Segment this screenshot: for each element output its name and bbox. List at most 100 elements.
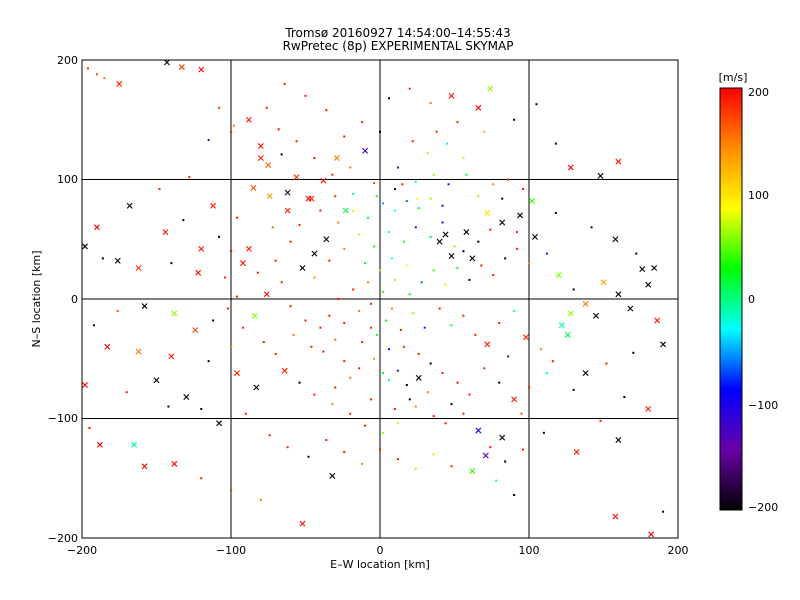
x-tick-label: 0 (377, 544, 384, 557)
data-point-dot (605, 362, 608, 365)
data-point-dot (462, 412, 465, 415)
data-point-dot (343, 321, 346, 324)
data-point-dot (507, 355, 510, 358)
data-point-dot (489, 228, 492, 231)
data-point-cross (163, 59, 170, 66)
data-point-dot (200, 407, 203, 410)
data-point-cross (448, 92, 455, 99)
data-point-cross (265, 162, 272, 169)
colorbar-tick-label: −200 (748, 501, 778, 514)
grid-lines (82, 60, 678, 538)
data-point-dot (103, 76, 106, 79)
data-point-cross (141, 303, 148, 310)
data-point-cross (469, 255, 476, 262)
data-point-dot (298, 223, 301, 226)
data-point-dot (504, 257, 507, 260)
data-point-dot (599, 419, 602, 422)
colorbar: [m/s] 200 100 0 −100 −200 (719, 71, 779, 514)
data-point-cross (104, 343, 111, 350)
data-point-dot (218, 106, 221, 109)
data-point-dot (224, 276, 227, 279)
data-point-dot (259, 498, 262, 501)
data-point-dot (504, 460, 507, 463)
data-point-dot (370, 398, 373, 401)
data-point-cross (216, 420, 223, 427)
data-point-cross (299, 520, 306, 527)
data-point-dot (387, 97, 390, 100)
data-point-cross (245, 245, 252, 252)
data-point-dot (235, 295, 238, 298)
data-point-cross (660, 341, 667, 348)
data-point-dot (280, 281, 283, 284)
data-point-dot (379, 269, 381, 272)
data-point-cross (253, 384, 260, 391)
data-point-dot (390, 257, 393, 260)
data-point-cross (499, 219, 506, 226)
data-point-dot (468, 278, 471, 281)
data-point-cross (597, 172, 604, 179)
data-point-cross (178, 64, 185, 71)
data-point-cross (517, 212, 524, 219)
data-point-dot (358, 367, 361, 370)
data-point-cross (251, 312, 258, 319)
data-point-dot (520, 412, 523, 415)
data-point-dot (384, 319, 387, 322)
data-point-cross (81, 382, 88, 389)
data-point-dot (492, 274, 495, 277)
data-point-cross (299, 264, 306, 271)
data-point-dot (432, 173, 435, 176)
data-point-cross (131, 441, 138, 448)
data-point-dot (207, 360, 210, 363)
data-point-dot (325, 109, 328, 112)
data-point-dot (387, 379, 390, 382)
data-point-dot (498, 321, 501, 324)
data-point-dot (516, 231, 519, 234)
data-point-dot (468, 393, 471, 396)
data-point-cross (153, 377, 160, 384)
data-point-dot (465, 173, 468, 176)
data-point-dot (381, 202, 384, 205)
data-point-dot (373, 245, 376, 248)
data-point-dot (349, 376, 352, 379)
data-point-cross (81, 243, 88, 250)
data-point-dot (528, 386, 530, 389)
data-point-dot (405, 264, 408, 267)
data-point-dot (256, 271, 259, 274)
data-point-cross (555, 272, 562, 279)
data-point-dot (414, 226, 417, 229)
data-point-cross (263, 291, 270, 298)
data-point-dot (522, 188, 525, 191)
data-point-dot (230, 345, 232, 348)
data-point-dot (408, 87, 411, 90)
data-point-cross (511, 396, 518, 403)
data-point-dot (393, 278, 396, 281)
data-point-dot (319, 209, 322, 212)
data-point-dot (265, 106, 268, 109)
data-point-cross (484, 209, 491, 216)
x-axis-label: E–W location [km] (330, 558, 430, 571)
data-point-dot (334, 195, 337, 198)
data-point-cross (645, 281, 652, 288)
data-point-dot (453, 245, 456, 248)
data-point-dot (396, 458, 399, 461)
data-point-cross (469, 468, 476, 475)
data-point-dot (513, 493, 516, 496)
data-point-dot (426, 152, 429, 155)
data-point-dot (554, 211, 557, 214)
data-point-dot (662, 510, 665, 513)
data-points (81, 59, 667, 538)
data-point-dot (331, 173, 334, 176)
data-point-dot (405, 384, 408, 387)
data-point-cross (482, 452, 489, 459)
data-point-dot (188, 176, 191, 179)
data-point-dot (456, 266, 459, 269)
data-point-cross (615, 291, 622, 298)
data-point-cross (615, 437, 622, 443)
data-point-dot (313, 393, 316, 396)
data-point-cross (284, 207, 291, 214)
data-point-cross (654, 317, 661, 324)
data-point-dot (304, 94, 307, 97)
data-point-dot (483, 130, 486, 133)
data-point-dot (414, 405, 417, 408)
data-point-dot (393, 407, 396, 410)
